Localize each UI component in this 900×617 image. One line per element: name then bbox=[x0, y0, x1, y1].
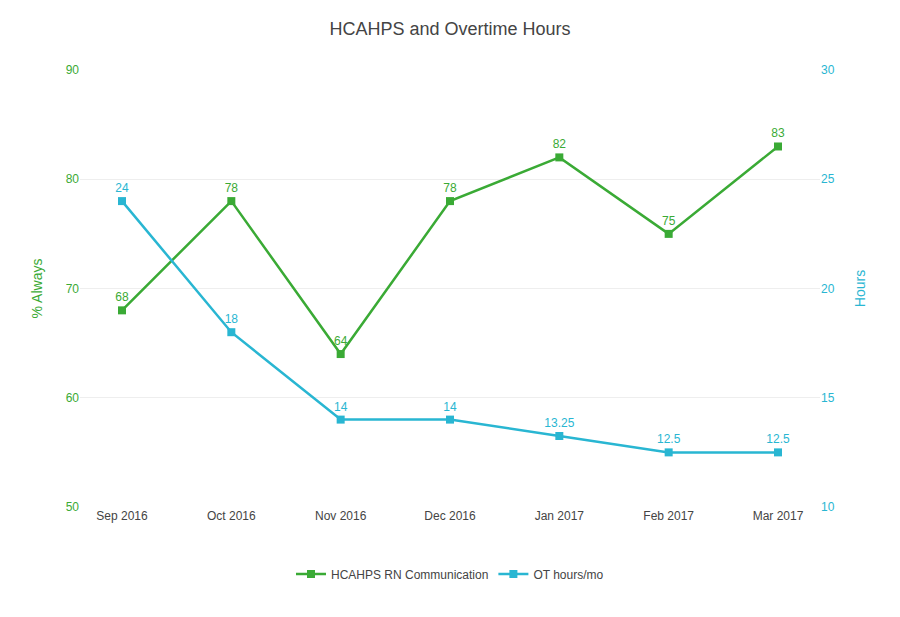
svg-text:70: 70 bbox=[66, 282, 80, 296]
svg-text:60: 60 bbox=[66, 391, 80, 405]
svg-text:Sep 2016: Sep 2016 bbox=[96, 509, 148, 523]
svg-text:13.25: 13.25 bbox=[544, 416, 574, 430]
svg-text:Nov 2016: Nov 2016 bbox=[315, 509, 367, 523]
svg-text:12.5: 12.5 bbox=[766, 432, 790, 446]
svg-text:12.5: 12.5 bbox=[657, 432, 681, 446]
svg-text:Dec 2016: Dec 2016 bbox=[424, 509, 476, 523]
svg-text:83: 83 bbox=[771, 126, 785, 140]
svg-text:18: 18 bbox=[225, 312, 239, 326]
svg-text:Mar 2017: Mar 2017 bbox=[753, 509, 804, 523]
svg-text:30: 30 bbox=[821, 63, 835, 77]
svg-text:14: 14 bbox=[443, 400, 457, 414]
svg-text:HCAHPS RN Communication: HCAHPS RN Communication bbox=[331, 568, 488, 582]
svg-text:64: 64 bbox=[334, 334, 348, 348]
svg-text:25: 25 bbox=[821, 172, 835, 186]
svg-text:HCAHPS and Overtime Hours: HCAHPS and Overtime Hours bbox=[329, 19, 570, 39]
svg-text:Oct 2016: Oct 2016 bbox=[207, 509, 256, 523]
svg-text:% Always: % Always bbox=[29, 259, 45, 319]
svg-text:78: 78 bbox=[225, 181, 239, 195]
svg-text:OT hours/mo: OT hours/mo bbox=[533, 568, 603, 582]
svg-text:82: 82 bbox=[553, 137, 567, 151]
svg-text:78: 78 bbox=[443, 181, 457, 195]
svg-text:10: 10 bbox=[821, 500, 835, 514]
svg-text:Feb 2017: Feb 2017 bbox=[643, 509, 694, 523]
svg-text:50: 50 bbox=[66, 500, 80, 514]
svg-text:14: 14 bbox=[334, 400, 348, 414]
svg-text:24: 24 bbox=[115, 181, 129, 195]
svg-text:75: 75 bbox=[662, 214, 676, 228]
svg-text:Hours: Hours bbox=[852, 270, 868, 307]
svg-text:68: 68 bbox=[115, 290, 129, 304]
svg-text:80: 80 bbox=[66, 172, 80, 186]
svg-text:15: 15 bbox=[821, 391, 835, 405]
svg-text:20: 20 bbox=[821, 282, 835, 296]
svg-text:90: 90 bbox=[66, 63, 80, 77]
svg-text:Jan 2017: Jan 2017 bbox=[535, 509, 585, 523]
